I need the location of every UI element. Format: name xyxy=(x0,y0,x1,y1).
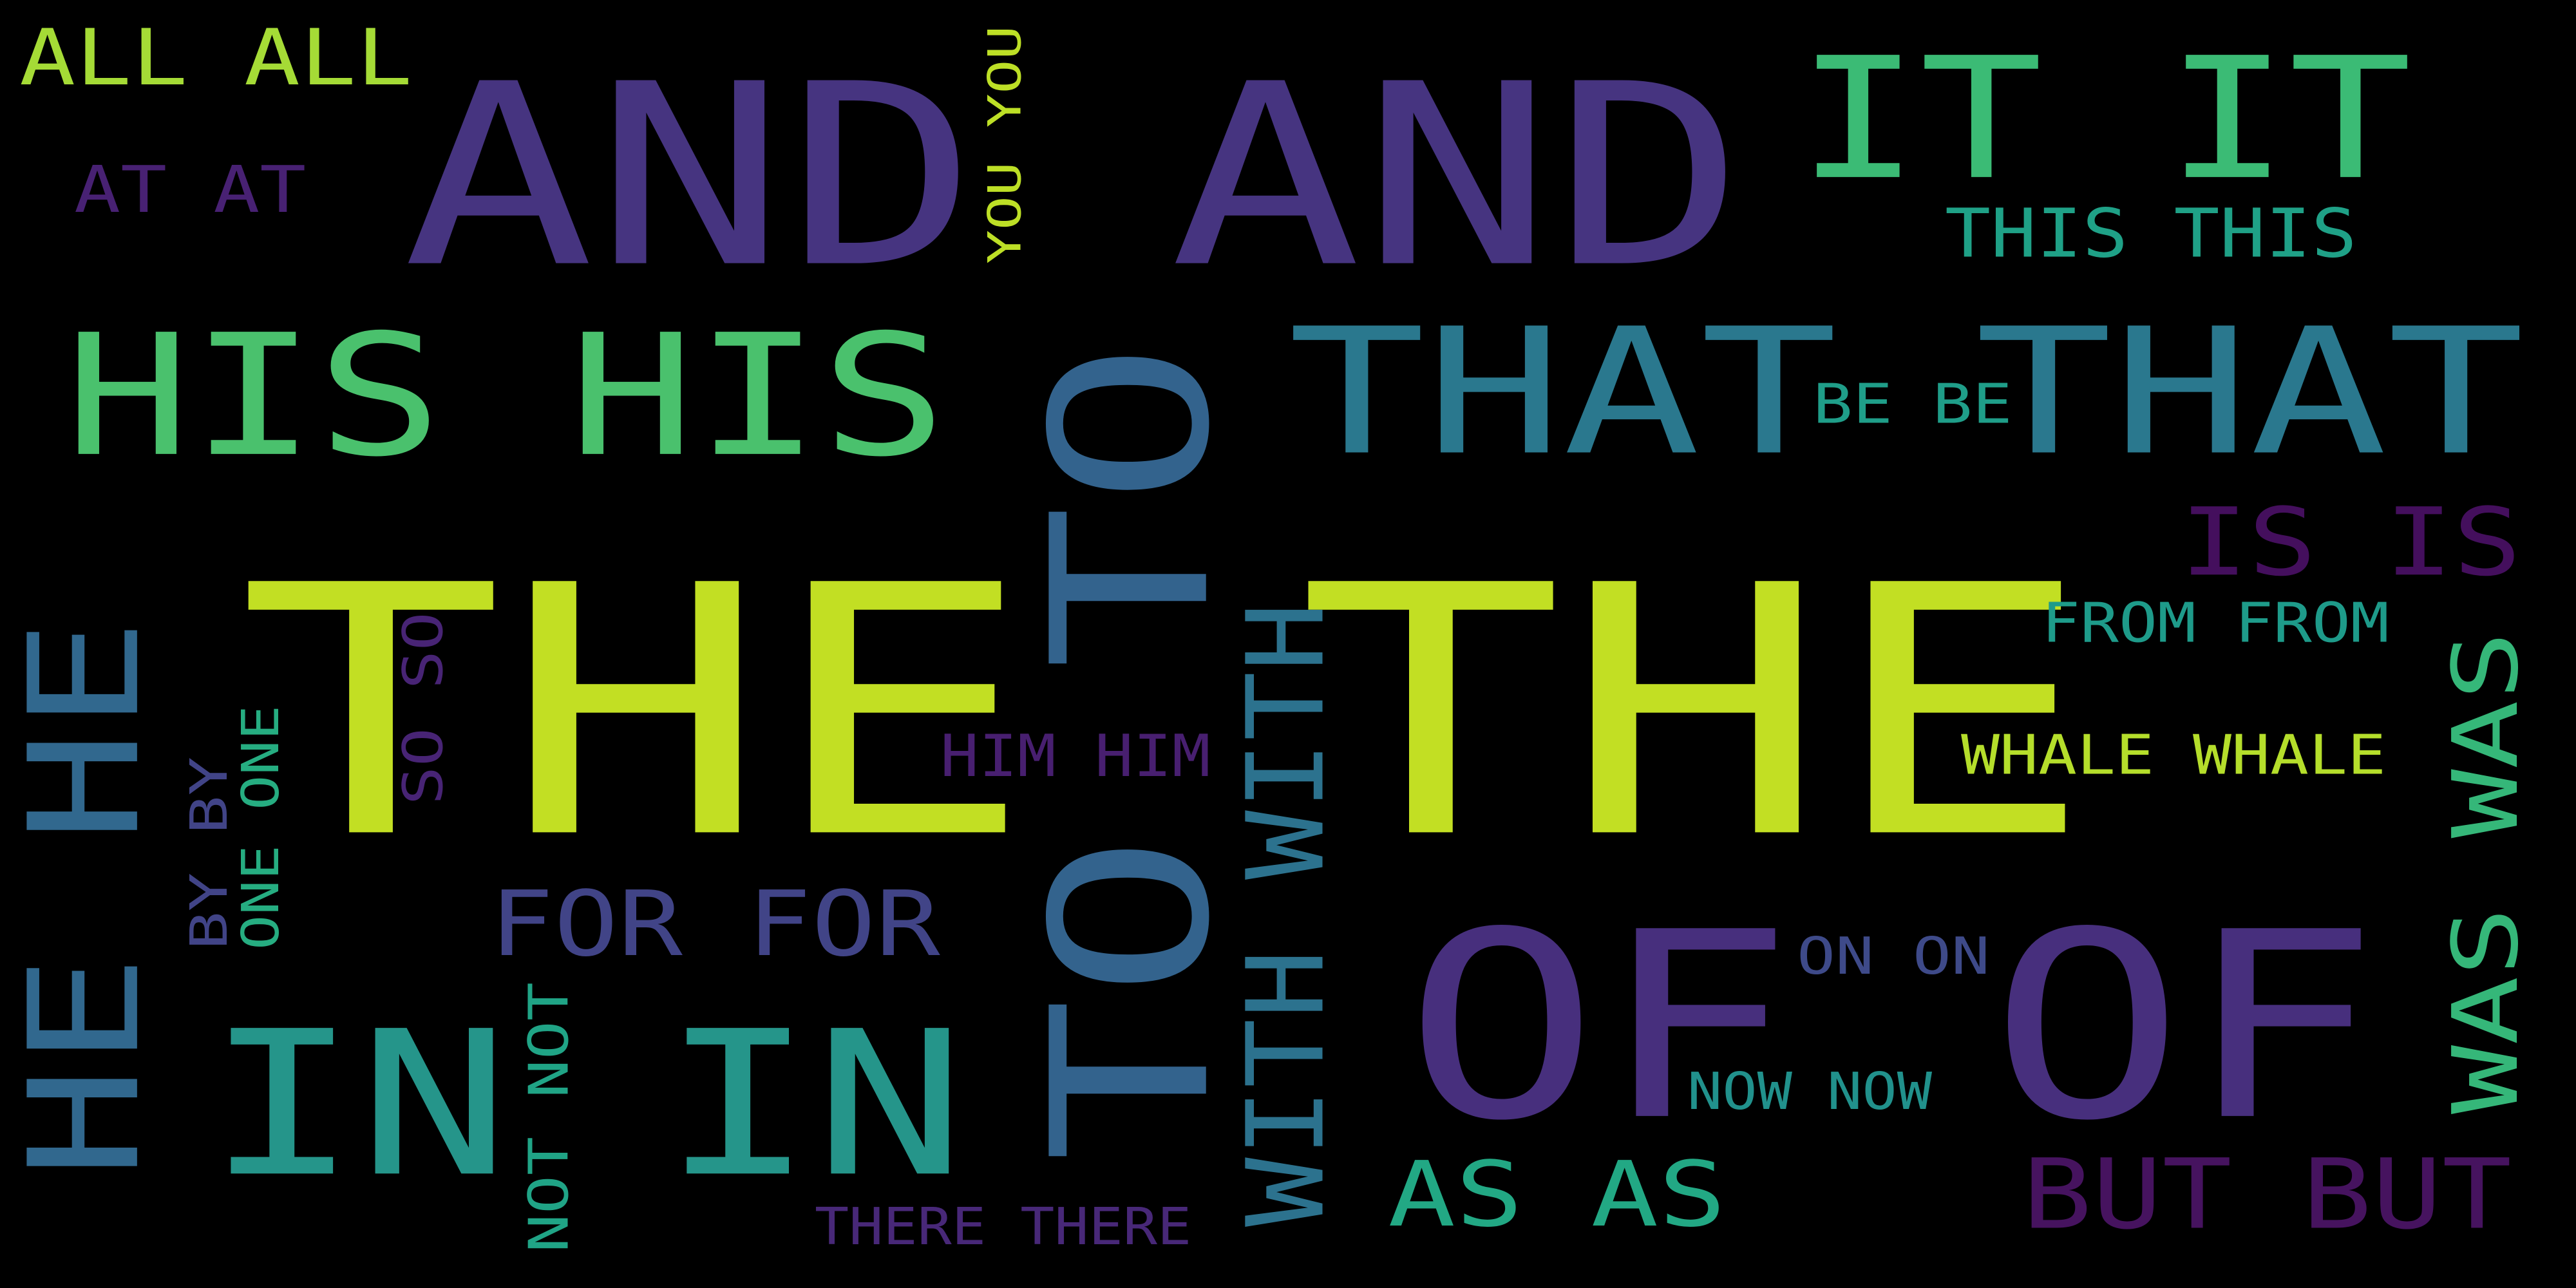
word-at: AT AT xyxy=(74,152,307,228)
word-in: IN IN xyxy=(206,988,966,1221)
word-as: AS AS xyxy=(1388,1141,1727,1247)
word-whale: WHALE WHALE xyxy=(1961,723,2386,787)
word-but: BUT BUT xyxy=(2022,1138,2512,1251)
word-by: BY BY xyxy=(179,757,240,950)
word-not: NOT NOT xyxy=(517,982,581,1253)
word-this: THIS THIS xyxy=(1945,193,2357,273)
word-it: IT IT xyxy=(1797,21,2412,217)
word-with: WITH WITH xyxy=(1224,601,1348,1227)
word-on: ON ON xyxy=(1797,926,1990,987)
word-from: FROM FROM xyxy=(2041,591,2389,655)
word-his: HIS HIS xyxy=(64,298,947,494)
word-now: NOW NOW xyxy=(1687,1061,1933,1122)
word-so: SO SO xyxy=(392,612,455,805)
word-there: THERE THERE xyxy=(815,1197,1192,1257)
word-one: ONE ONE xyxy=(231,705,291,950)
word-was: WAS WAS xyxy=(2432,631,2539,1114)
word-for: FOR FOR xyxy=(489,871,940,977)
word-is: IS IS xyxy=(2180,488,2522,598)
word-and: AND AND xyxy=(402,30,1745,323)
word-all: ALL ALL xyxy=(19,13,413,103)
word-be: BE BE xyxy=(1813,372,2012,436)
word-that: THAT THAT xyxy=(1288,291,2525,494)
word-him: HIM HIM xyxy=(940,723,1211,790)
word-of: OF OF xyxy=(1404,876,2380,1177)
word-he: HE HE xyxy=(0,618,173,1179)
word-you: YOU YOU xyxy=(978,25,1032,265)
word-the: THE THE xyxy=(238,512,2094,914)
